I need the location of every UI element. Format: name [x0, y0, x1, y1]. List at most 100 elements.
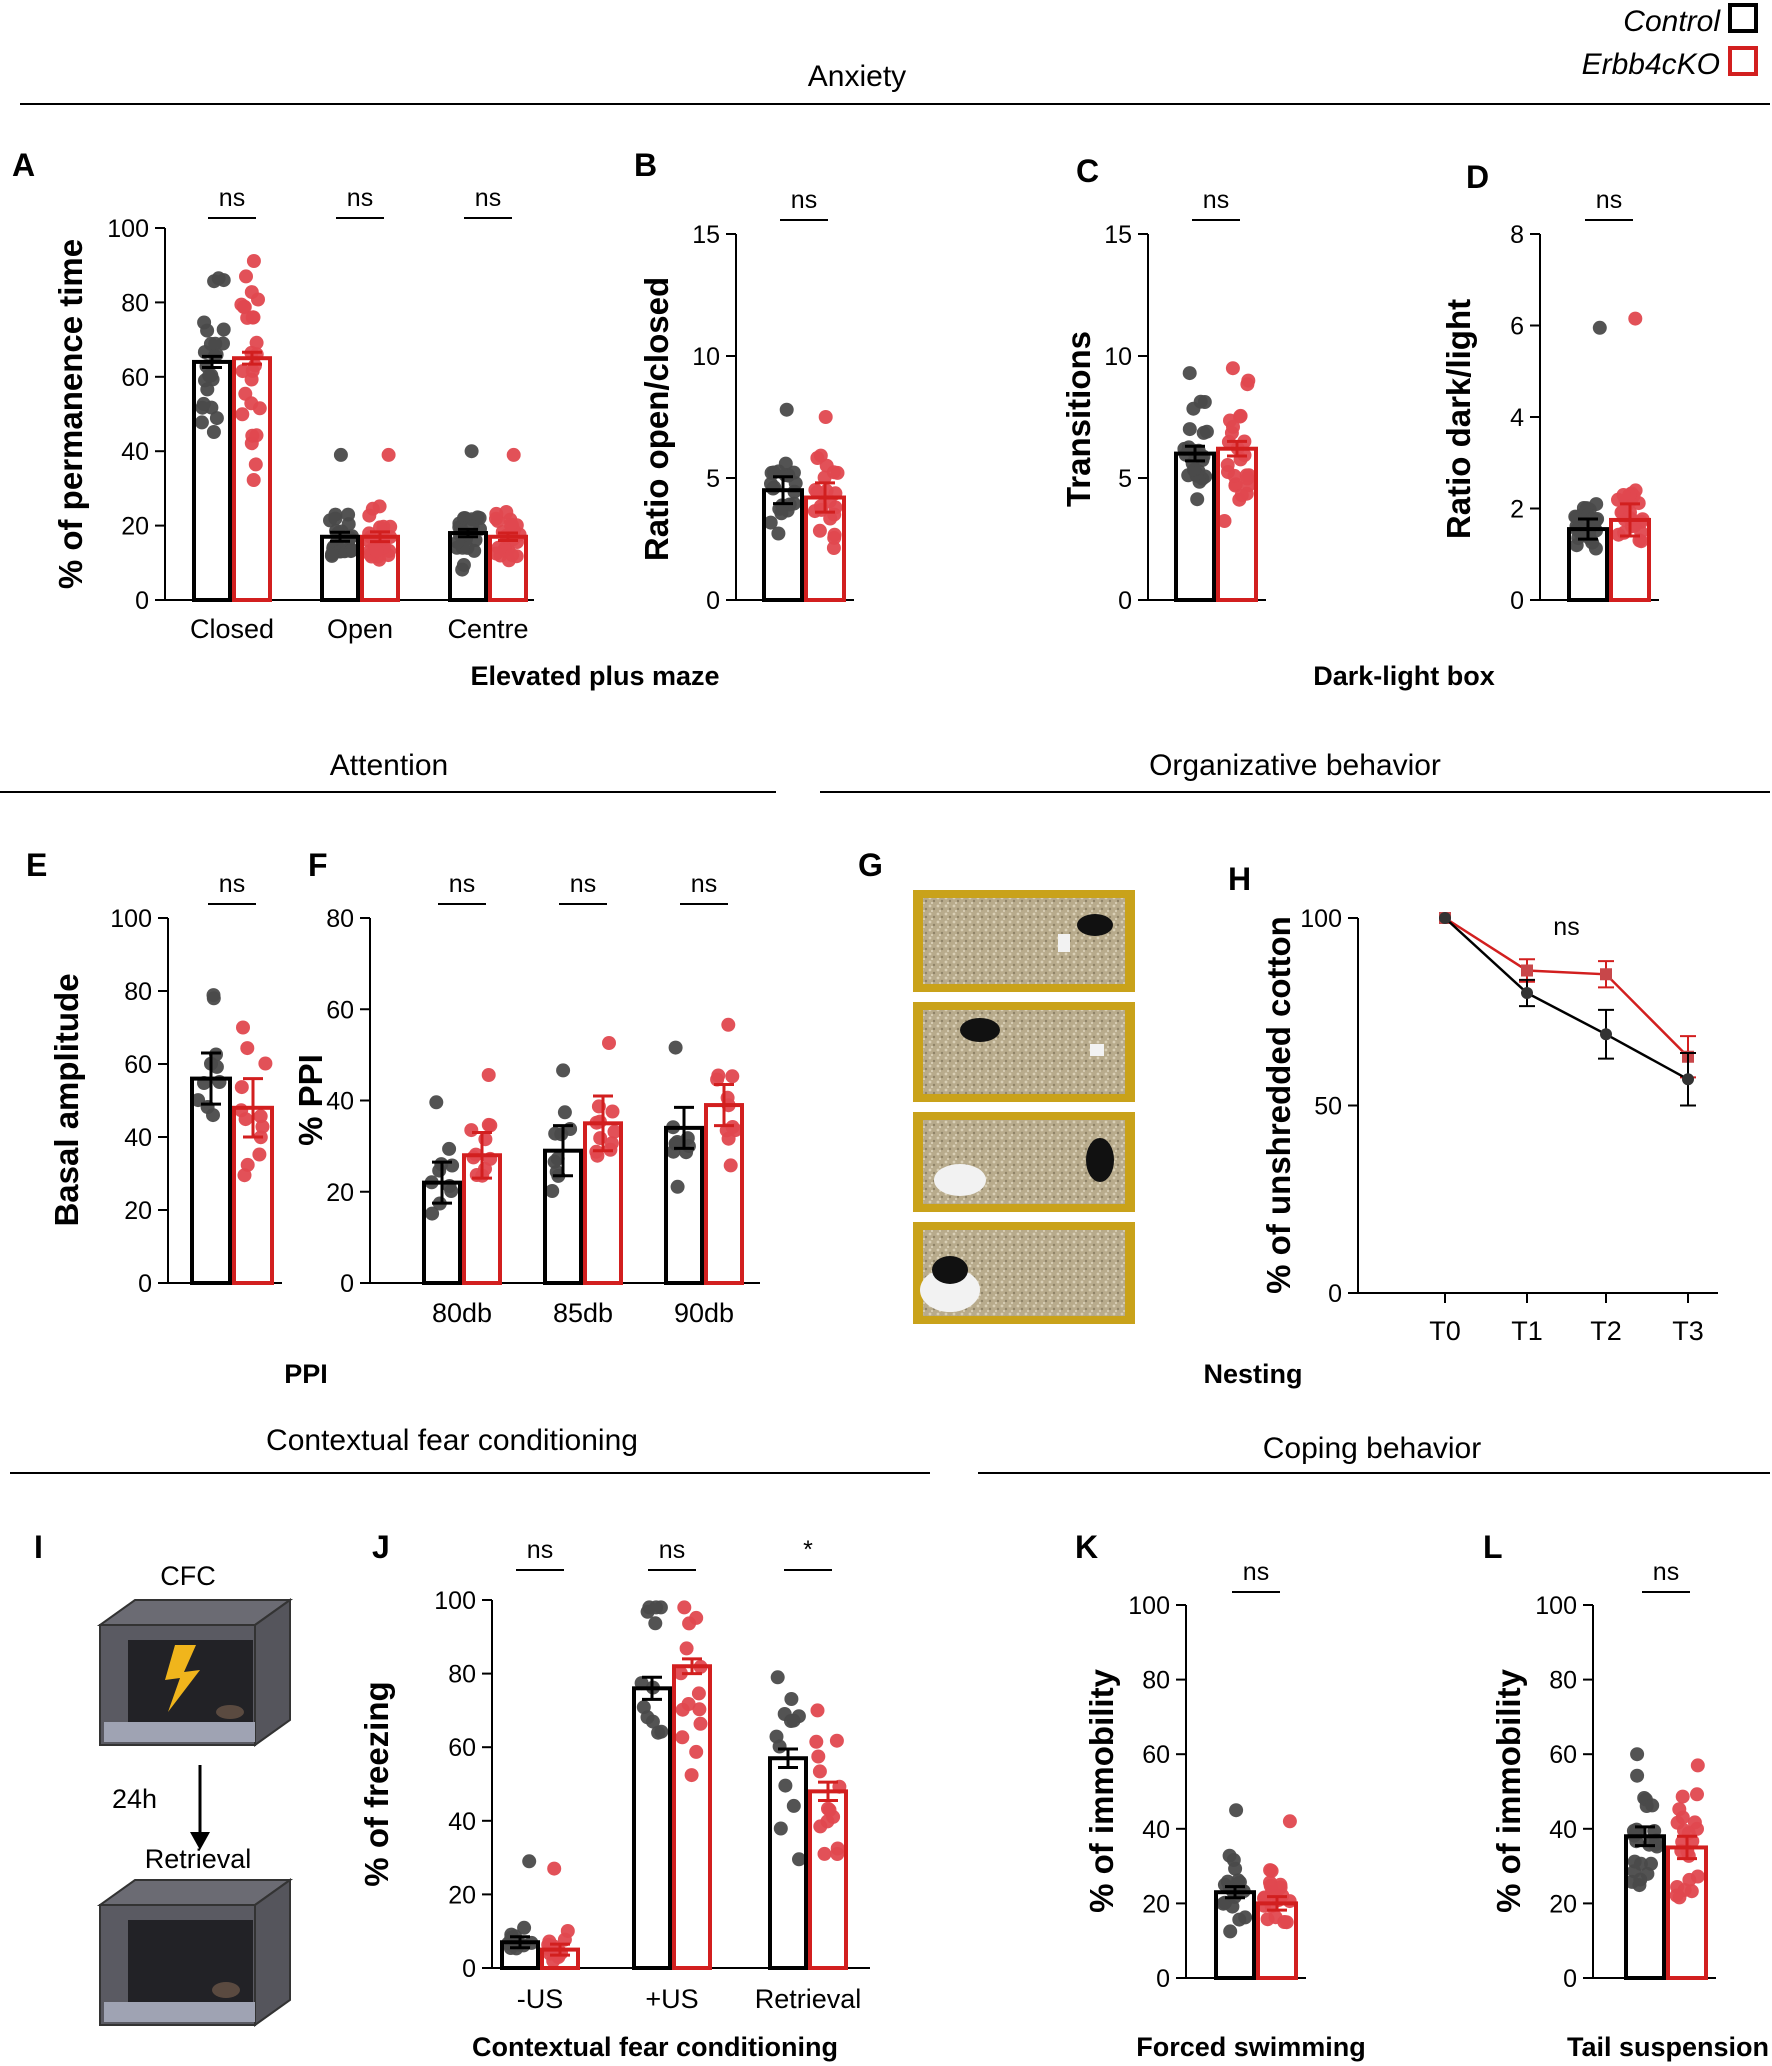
schematic-retrieval: Retrieval: [145, 1844, 252, 1874]
data-point: [325, 547, 339, 562]
x-tick-label: 90db: [674, 1298, 734, 1328]
data-point: [681, 1697, 696, 1711]
data-point: [235, 364, 250, 379]
panel-label-d: D: [1466, 159, 1489, 195]
series-line: [1444, 916, 1689, 1058]
y-tick-label: 0: [1118, 587, 1132, 615]
x-tick-label: T0: [1429, 1316, 1461, 1346]
data-point: [381, 447, 396, 462]
data-point: [216, 336, 230, 351]
significance-label: ns: [1203, 186, 1229, 214]
y-axis-label: Transitions: [1060, 331, 1097, 507]
lightning-icon: [165, 1645, 200, 1712]
data-point: [206, 988, 221, 1003]
data-point: [1592, 320, 1607, 335]
y-axis-label: Basal amplitude: [48, 973, 85, 1226]
data-point: [590, 1148, 605, 1163]
data-point: [689, 1744, 704, 1759]
data-point: [771, 526, 786, 541]
data-point: [818, 410, 833, 424]
data-point: [333, 447, 348, 462]
data-point: [725, 1069, 740, 1084]
chart-b-ratio-open-closed: 0 5 10 15 Ratio open/closed ns: [638, 186, 854, 615]
data-point: [246, 254, 261, 268]
data-point: [1226, 419, 1240, 434]
data-point: [200, 382, 215, 397]
data-point: [343, 544, 358, 559]
y-tick-label: 10: [692, 343, 720, 371]
data-point: [1521, 964, 1533, 977]
photo-t3: [913, 1222, 1135, 1324]
y-tick-label: 15: [692, 221, 720, 249]
grid-floor: [104, 1722, 255, 1742]
data-point: [1216, 1896, 1231, 1911]
data-point: [216, 322, 231, 337]
section-attention: Attention: [330, 749, 448, 782]
data-point: [255, 1119, 270, 1134]
y-tick-label: 10: [1104, 343, 1132, 371]
y-tick-label: 40: [1142, 1816, 1170, 1844]
panel-label-c: C: [1076, 153, 1099, 189]
y-tick-label: 100: [1300, 905, 1342, 933]
data-point: [1630, 1747, 1645, 1762]
group-title-cfc: Contextual fear conditioning: [472, 2032, 838, 2062]
data-point: [779, 402, 794, 417]
significance-label: ns: [659, 1536, 685, 1564]
panel-label-j: J: [372, 1529, 390, 1565]
y-tick-label: 80: [448, 1661, 476, 1689]
chart-h-unshredded-cotton: 0 50 100% of unshredded cotton T0 T1 T2 T3 ns: [1260, 905, 1718, 1346]
group-title-dlb: Dark-light box: [1313, 661, 1495, 691]
y-tick-label: 40: [121, 438, 149, 466]
panel-label-i: I: [34, 1529, 43, 1565]
data-point: [1600, 968, 1612, 981]
data-point: [769, 1729, 784, 1744]
data-point: [1690, 1758, 1705, 1773]
x-tick-label: -US: [517, 1984, 564, 2014]
y-tick-label: 0: [1563, 1965, 1577, 1993]
data-point: [194, 415, 209, 430]
y-tick-label: 80: [326, 905, 354, 933]
y-tick-label: 20: [124, 1197, 152, 1225]
data-point: [786, 1798, 801, 1813]
chart-d-ratio-dark-light: 0 2 4 6 8 Ratio dark/light ns: [1440, 186, 1659, 615]
data-point: [1241, 373, 1256, 388]
data-point: [1644, 1856, 1658, 1871]
data-point: [721, 1017, 736, 1032]
data-point: [1600, 1028, 1612, 1041]
data-point: [811, 1749, 826, 1764]
data-point: [607, 1124, 622, 1139]
significance-label: ns: [1553, 913, 1579, 941]
data-point: [489, 506, 504, 521]
y-tick-label: 0: [1156, 1965, 1170, 1993]
data-point: [682, 1616, 697, 1631]
data-point: [830, 1841, 845, 1856]
y-tick-label: 100: [434, 1587, 476, 1615]
data-point: [1182, 366, 1197, 381]
y-tick-label: 80: [124, 978, 152, 1006]
y-tick-label: 40: [448, 1808, 476, 1836]
data-point: [711, 1068, 726, 1083]
panel-label-l: L: [1483, 1529, 1503, 1565]
data-point: [206, 425, 221, 439]
data-point: [602, 1036, 616, 1050]
y-tick-label: 0: [1510, 587, 1524, 615]
y-tick-label: 2: [1510, 496, 1524, 524]
data-point: [1690, 1869, 1705, 1884]
y-tick-label: 0: [462, 1955, 476, 1983]
y-tick-label: 50: [1314, 1093, 1342, 1121]
group-title-ppi: PPI: [284, 1359, 328, 1389]
mouse-icon: [960, 1018, 1000, 1042]
legend: Control Erbb4cKO: [1582, 3, 1758, 81]
chamber-side: [254, 1878, 291, 2027]
data-point: [237, 299, 252, 314]
section-cfc: Contextual fear conditioning: [266, 1424, 638, 1457]
data-point: [784, 1692, 799, 1706]
chart-f-ppi: 0 20 40 60 80 % PPI ns 80db ns 85db ns 90db: [292, 870, 760, 1328]
data-point: [252, 1147, 267, 1162]
data-point: [1234, 488, 1249, 503]
y-tick-label: 20: [448, 1881, 476, 1909]
data-point: [693, 1716, 708, 1731]
x-tick-label: T3: [1672, 1316, 1704, 1346]
data-point: [1229, 1803, 1244, 1818]
data-point: [556, 1063, 571, 1078]
